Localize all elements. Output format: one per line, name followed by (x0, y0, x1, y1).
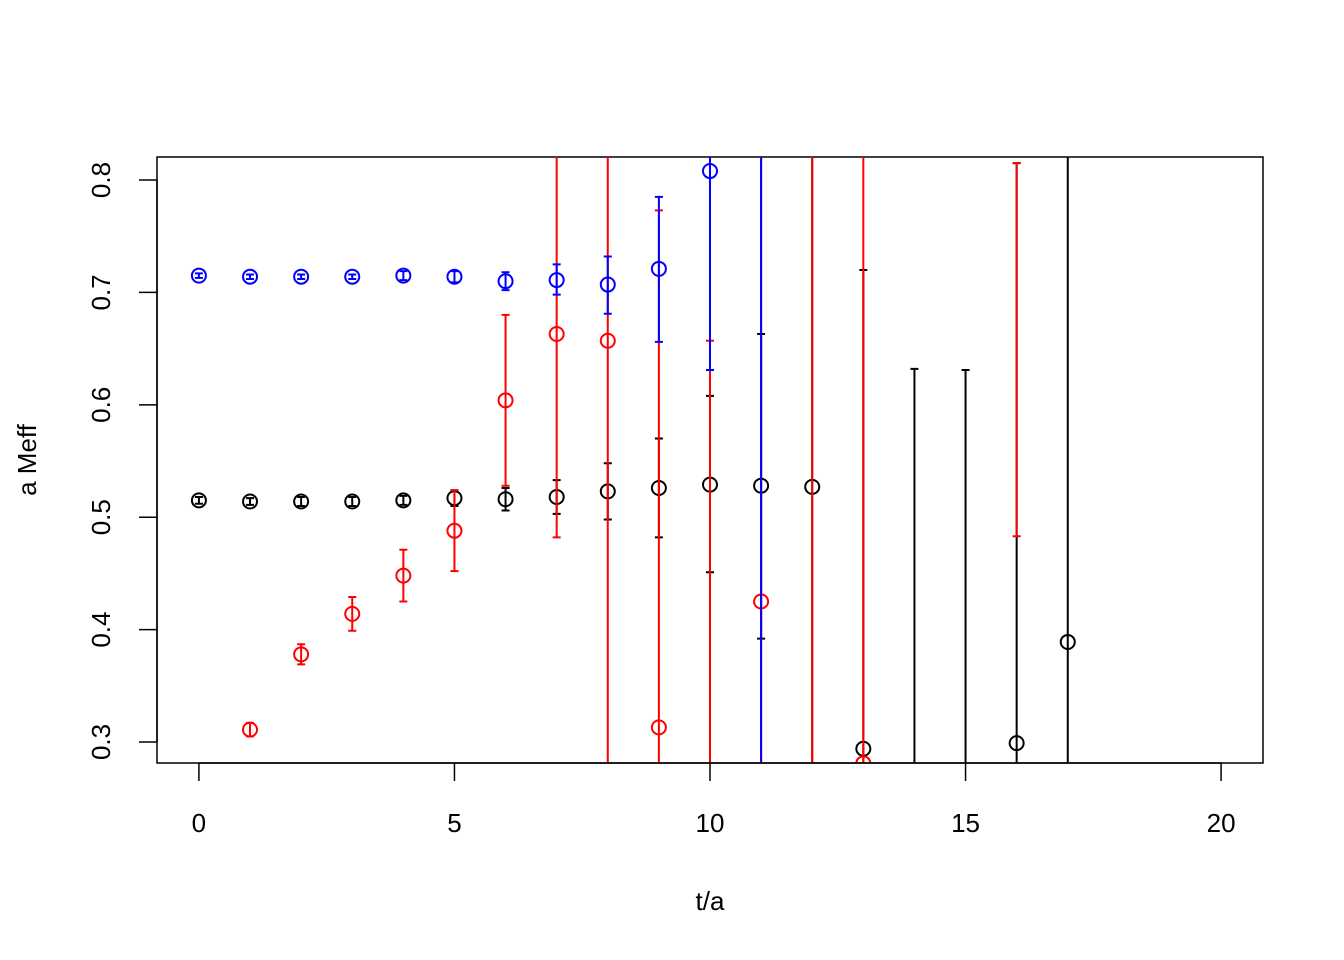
error-bar (348, 273, 357, 280)
error-bar (194, 272, 203, 279)
point (344, 268, 361, 285)
y-tick-label: 0.4 (86, 612, 116, 648)
point (190, 492, 207, 509)
error-bar (552, 157, 561, 539)
error-bar (246, 721, 255, 738)
y-tick-label: 0.8 (86, 162, 116, 198)
point (497, 273, 514, 290)
error-bar (760, 157, 763, 763)
point (293, 646, 310, 663)
error-bar (348, 495, 357, 507)
error-bar (348, 596, 357, 632)
point (497, 491, 514, 508)
y-tick-label: 0.5 (86, 499, 116, 535)
error-bar (552, 263, 561, 296)
error-bar (706, 157, 714, 371)
error-bar (399, 270, 408, 282)
y-tick-label: 0.7 (86, 274, 116, 310)
error-bar (194, 495, 203, 505)
point (293, 493, 310, 510)
x-tick-label: 5 (447, 808, 461, 838)
point (650, 260, 667, 277)
point (293, 268, 310, 285)
point (242, 721, 259, 738)
x-tick-label: 0 (192, 808, 206, 838)
point (446, 522, 463, 539)
x-tick-label: 10 (696, 808, 725, 838)
error-bar (450, 270, 459, 284)
point (1008, 735, 1025, 752)
point (344, 493, 361, 510)
error-bar (961, 368, 970, 763)
error-bar (654, 195, 663, 343)
error-bar (501, 313, 510, 487)
point (650, 719, 667, 736)
x-tick-label: 15 (951, 808, 980, 838)
point (599, 332, 616, 349)
error-bar (246, 273, 255, 280)
error-bar (501, 271, 510, 292)
error-bar (811, 157, 814, 763)
point (242, 493, 259, 510)
point (548, 326, 565, 343)
error-bar (297, 273, 306, 280)
error-bar (606, 157, 609, 763)
x-axis-label: t/a (696, 886, 725, 916)
error-bar (450, 489, 459, 573)
point (855, 755, 872, 763)
point (395, 492, 412, 509)
point (190, 267, 207, 284)
point (497, 392, 514, 409)
error-bar (246, 497, 255, 506)
y-tick-label: 0.6 (86, 387, 116, 423)
y-axis-label: a Meff (12, 423, 42, 496)
point (344, 605, 361, 622)
point (242, 268, 259, 285)
error-bar (910, 367, 919, 763)
error-bar (603, 255, 612, 315)
error-bar (399, 494, 408, 506)
point (548, 272, 565, 289)
point (702, 163, 718, 180)
error-bar (1012, 162, 1021, 538)
error-bar (297, 495, 306, 507)
x-tick-label: 20 (1207, 808, 1236, 838)
point (599, 276, 616, 293)
point (446, 268, 463, 285)
point (1059, 633, 1076, 650)
plot-area (190, 157, 1076, 763)
y-tick-label: 0.3 (86, 724, 116, 760)
error-bar (1066, 157, 1069, 763)
point (395, 567, 412, 584)
error-bar (862, 157, 865, 763)
error-bar (399, 548, 408, 603)
point (395, 267, 412, 284)
